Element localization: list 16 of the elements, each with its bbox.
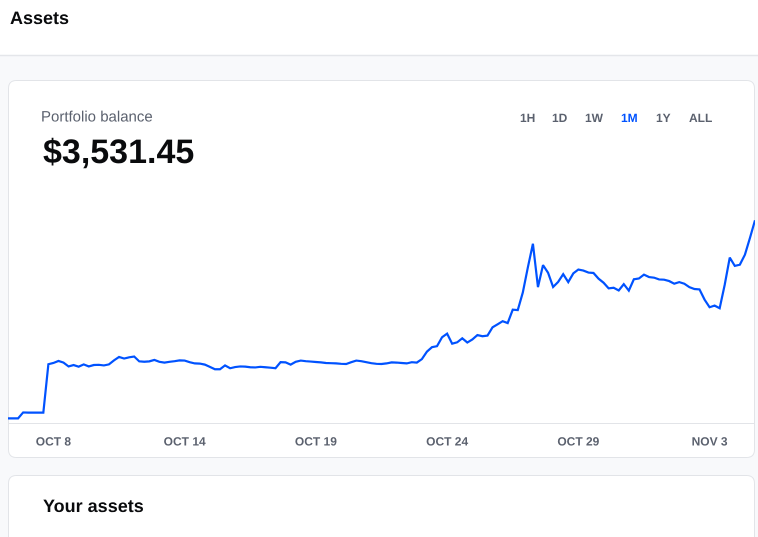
text: ALL [689, 111, 712, 125]
text: Assets [10, 8, 70, 28]
x-tick-label: OCT 29 [557, 434, 600, 448]
x-tick-label: NOV 3 [692, 434, 728, 448]
text: Your assets [43, 496, 144, 516]
text: 1D [552, 111, 568, 125]
text: 1Y [656, 111, 671, 125]
text: 1W [585, 111, 604, 125]
x-tick-label: OCT 14 [164, 434, 206, 448]
chart-subtitle: $3,531.45 [43, 133, 194, 171]
text: 1H [520, 111, 536, 125]
x-tick-label: OCT 19 [294, 434, 338, 448]
chart-title: Portfolio balance [41, 108, 153, 126]
x-tick-label: OCT 8 [36, 434, 72, 448]
x-tick-label: OCT 24 [426, 434, 468, 448]
text: 1M [621, 111, 638, 125]
